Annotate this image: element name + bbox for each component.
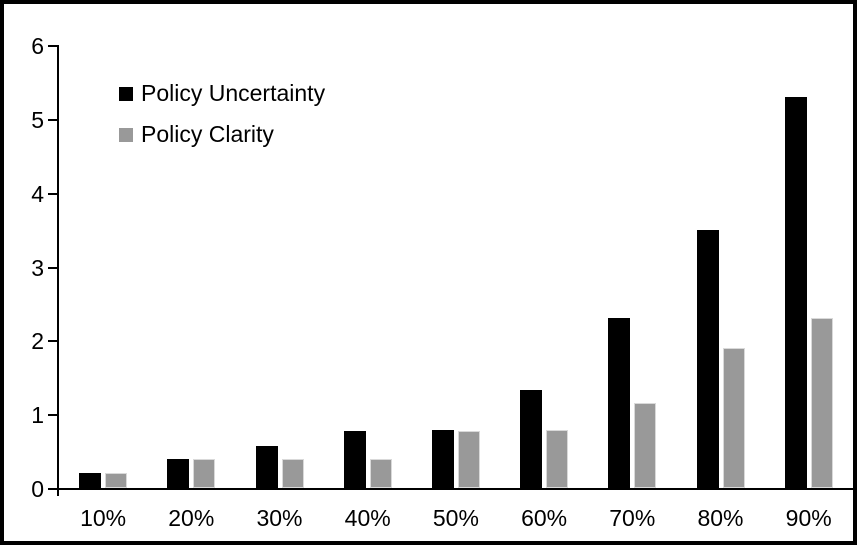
y-tick-label-6: 6 <box>31 33 44 60</box>
y-tick-6 <box>48 45 58 48</box>
y-tick-label-2: 2 <box>31 328 44 355</box>
bar-policy-clarity-70pct <box>634 403 656 488</box>
bar-policy-clarity-30pct <box>282 459 304 488</box>
legend-label: Policy Clarity <box>141 121 274 147</box>
legend: Policy Uncertainty Policy Clarity <box>119 80 326 164</box>
x-label-80pct: 80% <box>697 505 744 531</box>
bar-policy-uncertainty-50pct <box>432 430 454 488</box>
y-tick-2 <box>48 340 58 343</box>
bar-policy-clarity-60pct <box>546 430 568 488</box>
y-tick-1 <box>48 414 58 417</box>
bar-policy-clarity-10pct <box>105 473 127 488</box>
x-label-50pct: 50% <box>432 505 479 531</box>
bar-policy-uncertainty-70pct <box>608 318 630 488</box>
x-label-70pct: 70% <box>609 505 656 531</box>
x-axis-line <box>51 488 853 490</box>
y-tick-label-1: 1 <box>31 402 44 429</box>
x-label-10pct: 10% <box>80 505 127 531</box>
bar-policy-uncertainty-20pct <box>167 459 189 488</box>
legend-swatch-icon <box>119 127 133 142</box>
plot-area: 0 1 2 3 4 5 6 10% 20% 30% 40% 50% 60% 70% 80% 90% Poli… <box>4 4 853 541</box>
y-tick-0 <box>48 488 58 490</box>
bar-policy-clarity-90pct <box>811 318 833 488</box>
bar-policy-uncertainty-30pct <box>256 446 278 488</box>
legend-label: Policy Uncertainty <box>141 80 326 106</box>
bar-policy-uncertainty-10pct <box>79 473 101 488</box>
legend-swatch-icon <box>119 86 133 101</box>
legend-item-policy-clarity: Policy Clarity <box>119 121 325 147</box>
x-label-90pct: 90% <box>785 505 832 531</box>
y-tick-5 <box>48 119 58 121</box>
y-tick-label-5: 5 <box>31 107 44 133</box>
x-label-40pct: 40% <box>344 505 391 531</box>
x-label-30pct: 30% <box>256 505 303 531</box>
y-tick-label-0: 0 <box>31 476 44 502</box>
bar-policy-uncertainty-60pct <box>520 390 542 488</box>
bar-policy-clarity-40pct <box>370 459 392 488</box>
bar-policy-clarity-50pct <box>458 431 480 488</box>
bar-policy-clarity-80pct <box>723 348 745 488</box>
bar-policy-uncertainty-90pct <box>785 97 807 488</box>
y-tick-label-3: 3 <box>31 254 44 281</box>
legend-item-policy-uncertainty: Policy Uncertainty <box>119 80 326 106</box>
y-tick-label-4: 4 <box>31 180 44 207</box>
bar-policy-clarity-20pct <box>193 459 215 488</box>
x-label-20pct: 20% <box>168 505 215 531</box>
bar-policy-uncertainty-80pct <box>697 230 719 488</box>
x-label-60pct: 60% <box>521 505 568 531</box>
y-axis-line <box>57 45 59 496</box>
y-tick-4 <box>48 192 58 195</box>
y-tick-3 <box>48 266 58 269</box>
bar-policy-uncertainty-40pct <box>344 431 366 488</box>
